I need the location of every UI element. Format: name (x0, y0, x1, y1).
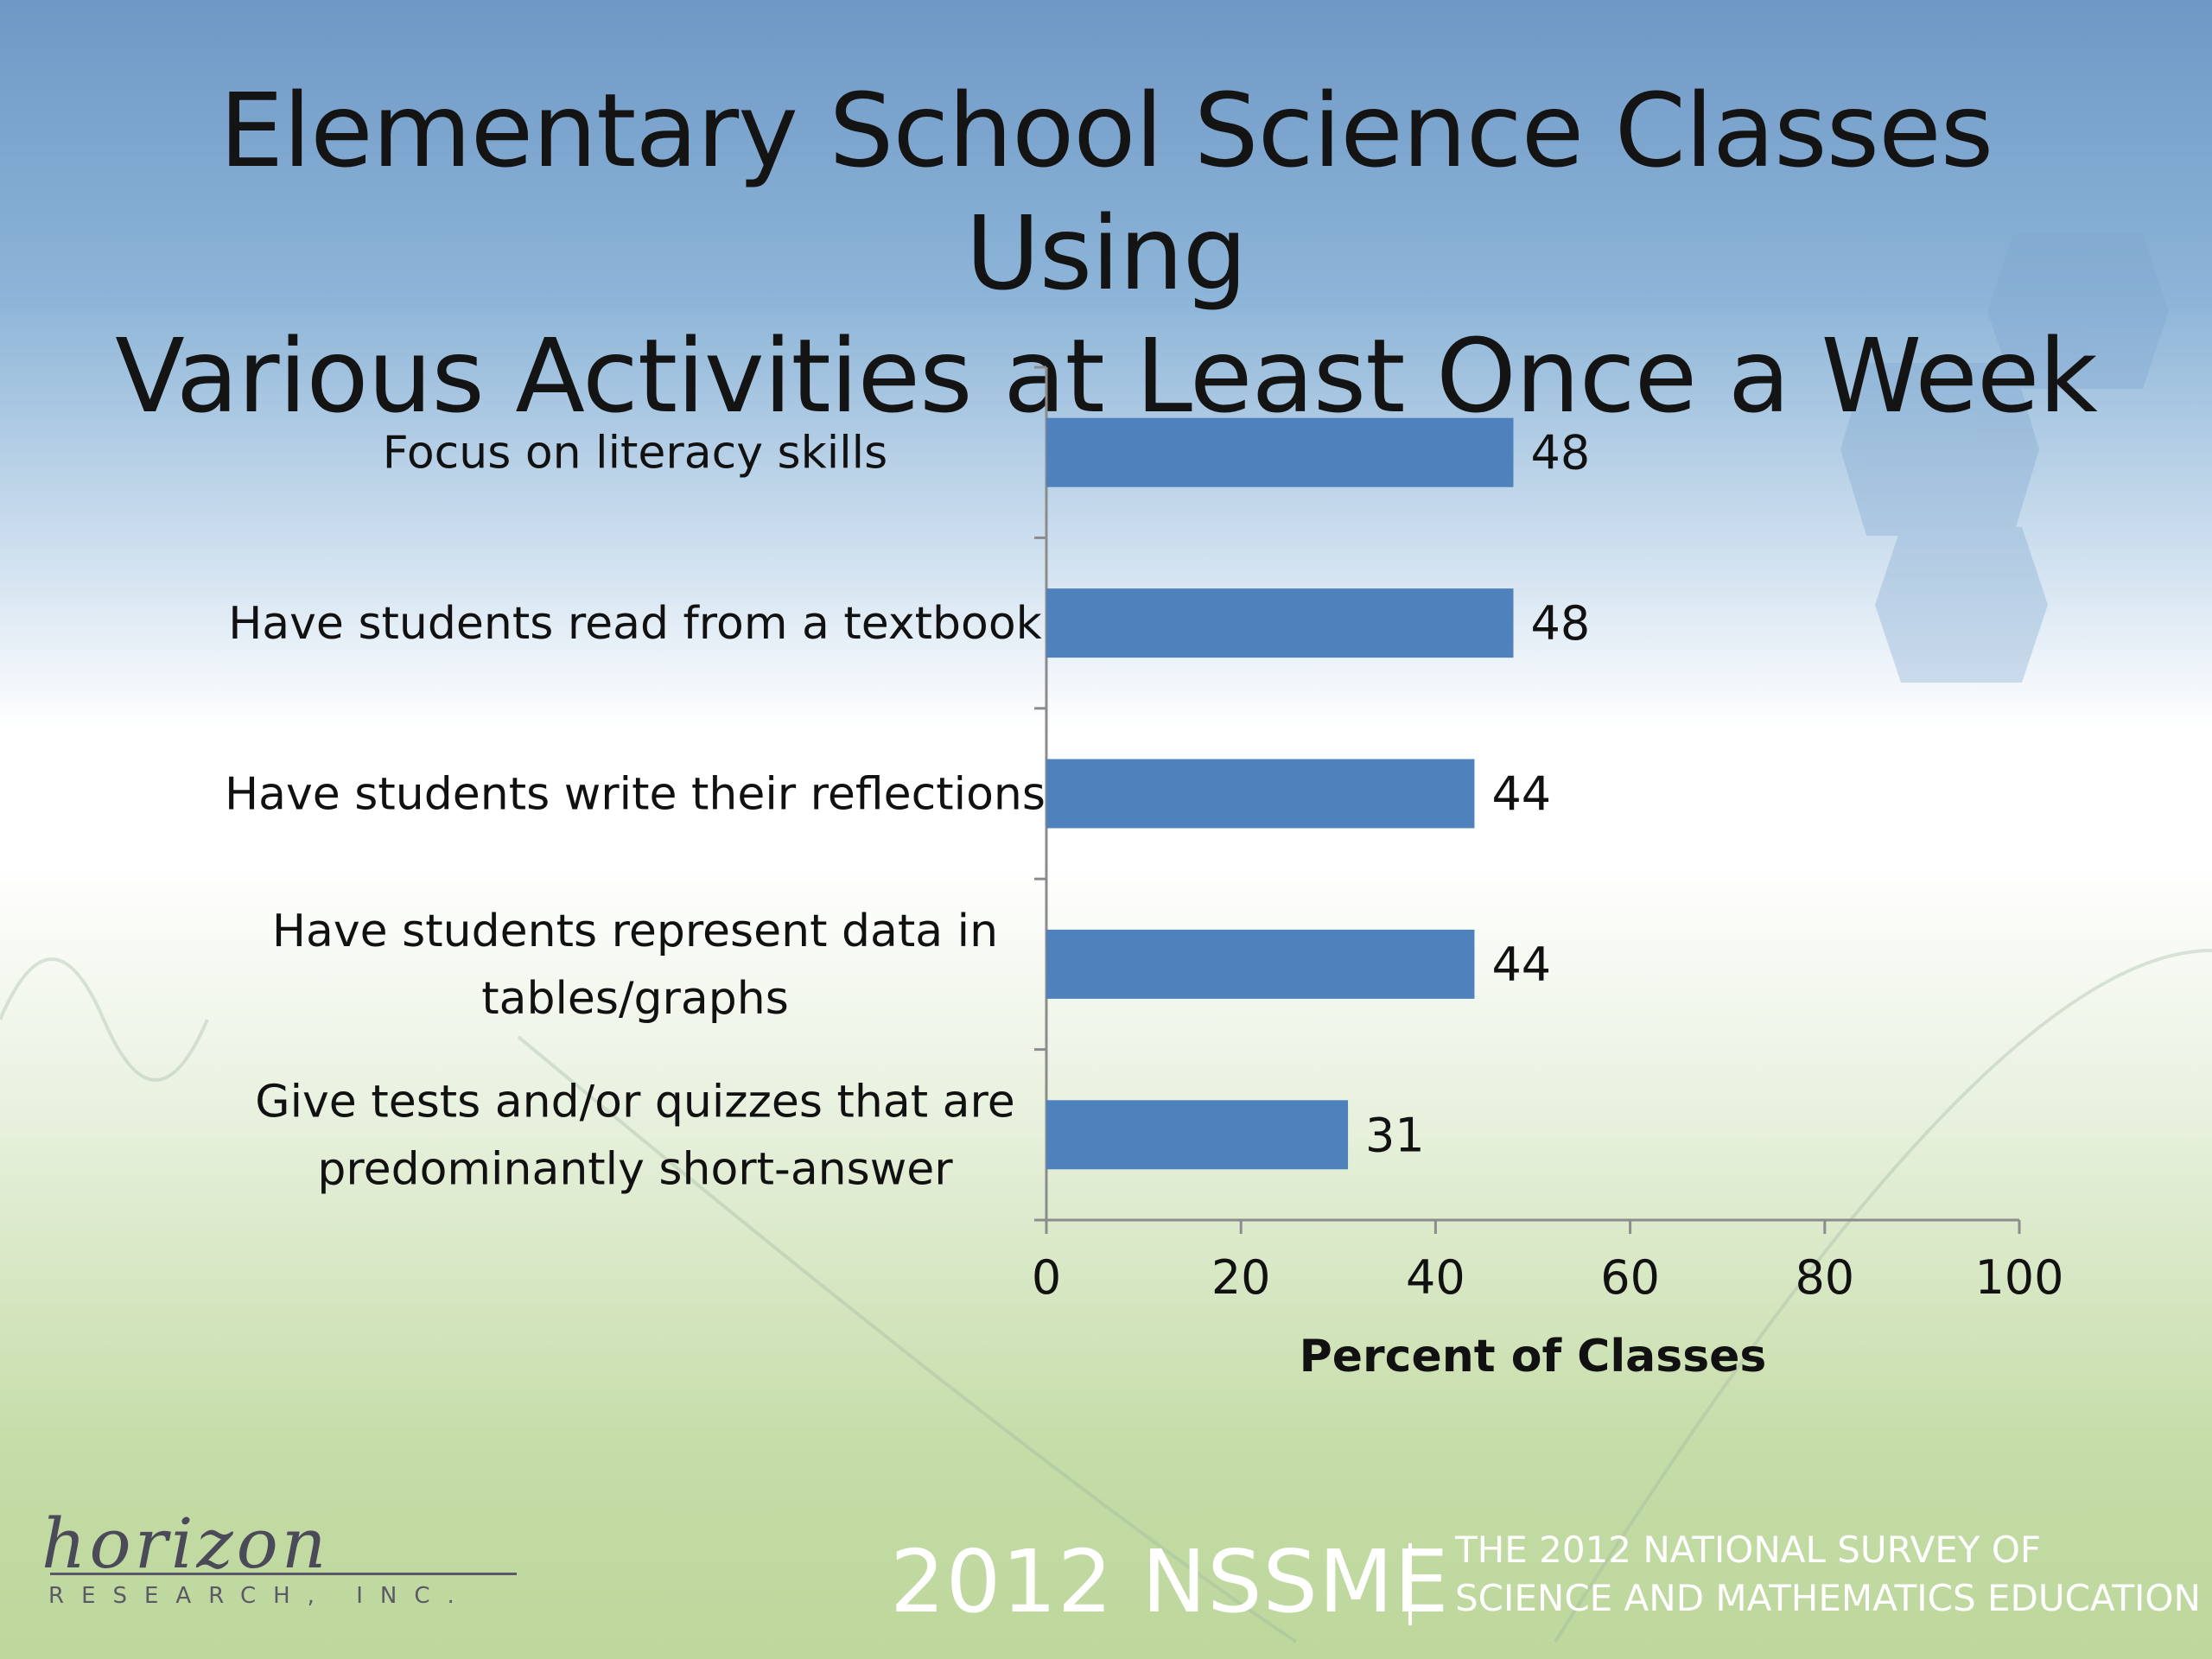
bar (1046, 417, 1514, 487)
bar (1046, 759, 1475, 829)
x-tick-label: 40 (1406, 1250, 1465, 1305)
category-label-line: Focus on literacy skills (383, 428, 887, 480)
footer-divider (1408, 1543, 1412, 1625)
category-label: Have students write their reflections (225, 769, 1046, 821)
logo-script: horizon (41, 1503, 330, 1584)
data-label: 44 (1491, 938, 1551, 992)
category-label: Have students represent data in tables/gr… (272, 906, 998, 1025)
category-label-line: Have students write their reflections (225, 769, 1046, 821)
data-label: 48 (1530, 426, 1590, 480)
horizon-research-logo: horizon RESEARCH, INC. (41, 1503, 525, 1633)
bar (1046, 1100, 1349, 1170)
x-tick-label: 20 (1211, 1250, 1271, 1305)
footer-subtitle-line-1: THE 2012 NATIONAL SURVEY OF (1455, 1529, 2042, 1571)
category-label-line: Give tests and/or quizzes that are (255, 1076, 1014, 1128)
footer-brand: 2012 NSSME (890, 1531, 1450, 1632)
footer-subtitle-line-2: SCIENCE AND MATHEMATICS EDUCATION (1455, 1577, 2201, 1619)
category-label-line: predominantly short-answer (317, 1143, 953, 1195)
category-label: Have students read from a textbook (228, 598, 1042, 650)
category-label-line: Have students read from a textbook (228, 598, 1042, 650)
slide-title-line-2: Various Activities at Least Once a Week (115, 316, 2098, 435)
category-label: Focus on literacy skills (383, 428, 887, 480)
data-label: 31 (1365, 1108, 1425, 1162)
category-label-line: tables/graphs (481, 973, 789, 1025)
logo-subtitle: RESEARCH, INC. (48, 1583, 472, 1609)
chart-bars (1046, 417, 1514, 1170)
category-label-line: Have students represent data in (272, 906, 998, 957)
chart-labels: 0 20 40 60 80 100 48 Focus on literacy skills 48… (225, 426, 2063, 1305)
x-tick-label: 80 (1795, 1250, 1854, 1305)
data-label: 44 (1491, 767, 1551, 822)
data-label: 48 (1530, 596, 1590, 651)
category-label: Give tests and/or quizzes that are predom… (255, 1076, 1014, 1195)
x-tick-label: 100 (1974, 1250, 2063, 1305)
x-tick-label: 0 (1032, 1250, 1061, 1305)
footer-subtitle: THE 2012 NATIONAL SURVEY OF SCIENCE AND … (1455, 1526, 2201, 1623)
slide-title: Elementary School Science Classes Using … (86, 69, 2126, 437)
x-tick-label: 60 (1600, 1250, 1660, 1305)
logo-rule (50, 1573, 517, 1575)
slide-title-line-1: Elementary School Science Classes Using (219, 71, 1993, 313)
bar (1046, 588, 1514, 658)
bar (1046, 929, 1475, 999)
x-axis-title: Percent of Classes (1300, 1331, 1767, 1382)
